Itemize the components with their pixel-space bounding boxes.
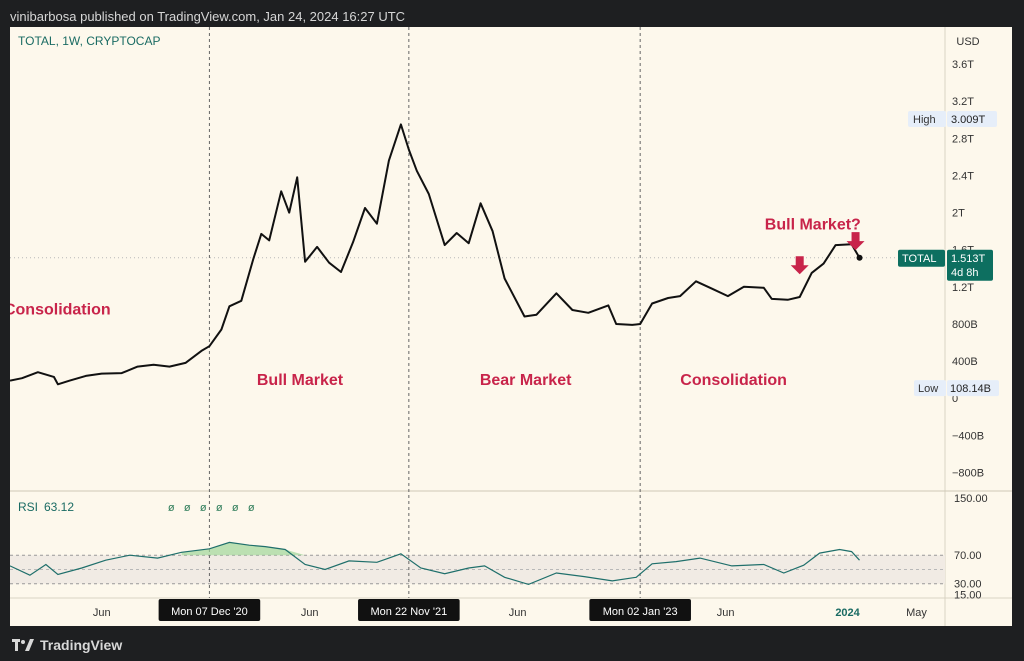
low-tag-box (914, 380, 946, 397)
time-axis: Jun Jun Jun Jun 2024 May Mon 07 Dec '20 Mon 22 … (93, 599, 927, 621)
price-axis: 3.6T3.2T2.8T2.4T2T1.6T1.2T800B400B0−400B… (952, 59, 984, 479)
time-tick-label: Jun (717, 607, 735, 619)
high-tag-label: High (913, 114, 936, 126)
rsi-value: 63.12 (44, 500, 74, 514)
rsi-signal-icon: ø (200, 502, 207, 514)
marker-date-label: Mon 02 Jan '23 (603, 606, 678, 618)
price-tick-label: −400B (952, 430, 984, 442)
last-countdown-label: 4d 8h (951, 267, 979, 279)
last-price-dot (856, 254, 863, 261)
time-tick-label: 2024 (835, 607, 860, 619)
rsi-title: RSI (18, 500, 38, 514)
arrows (790, 232, 865, 275)
rsi-tick-label: 15.00 (954, 589, 982, 601)
annotation-label: Consolidation (680, 372, 787, 389)
marker-date-box (589, 599, 691, 621)
rsi-band (10, 555, 945, 584)
marker-date-label: Mon 22 Nov '21 (370, 606, 447, 618)
time-tick-label: Jun (93, 607, 111, 619)
high-tag-box (908, 110, 946, 127)
value-labels: High 3.009T Low 108.14B TOTAL 1.513T 4d 8h (898, 110, 999, 397)
chart-structure (10, 27, 1012, 626)
price-tick-label: 3.6T (952, 59, 974, 71)
last-value-box (947, 249, 993, 281)
price-tick-label: 2.4T (952, 170, 974, 182)
rsi-signal-icon: ø (216, 502, 223, 514)
rsi-signal-icon: ø (184, 502, 191, 514)
rsi-band-layer (10, 554, 945, 585)
annotation-label: Consolidation (10, 302, 111, 319)
price-tick-label: 2T (952, 208, 965, 220)
price-tick-label: 400B (952, 356, 978, 368)
time-tick-label: Jun (301, 607, 319, 619)
annotations: Consolidation Bull Market Bear Market Conso… (10, 216, 861, 389)
symbol-label: TOTAL, 1W, CRYPTOCAP (18, 34, 160, 48)
price-tick-label: 3.2T (952, 96, 974, 108)
last-symbol-box (898, 249, 945, 267)
footer-brand[interactable]: TradingView (12, 634, 122, 656)
last-symbol-label: TOTAL (902, 253, 936, 265)
price-series (10, 123, 863, 386)
price-tick-label: 0 (952, 393, 958, 405)
published-header: vinibarbosa published on TradingView.com… (10, 9, 406, 24)
rsi-line (10, 541, 860, 586)
down-arrow-icon (846, 232, 865, 251)
high-value-label: 3.009T (951, 114, 986, 126)
price-line (10, 123, 861, 386)
price-tick-label: 2.8T (952, 133, 974, 145)
annotation-label: Bull Market? (765, 216, 861, 233)
rsi-tick-label: 70.00 (954, 550, 982, 562)
vertical-markers (208, 27, 641, 598)
rsi-signal-icon: ø (232, 502, 239, 514)
marker-date-box (358, 599, 460, 621)
time-tick-label: May (906, 607, 927, 619)
annotation-label: Bear Market (480, 372, 572, 389)
low-tag-label: Low (918, 383, 938, 395)
last-value-label: 1.513T (951, 253, 986, 265)
rsi-tick-label: 150.00 (954, 493, 988, 505)
rsi-tick-label: 30.00 (954, 579, 982, 591)
marker-date-box (158, 599, 261, 621)
rsi-signal-icon: ø (248, 502, 255, 514)
low-value-box (947, 380, 999, 397)
price-tick-label: −800B (952, 467, 984, 479)
annotation-label: Bull Market (257, 372, 344, 389)
price-tick-label: 800B (952, 319, 978, 331)
rsi-overbought-fill (181, 542, 306, 556)
marker-date-label: Mon 07 Dec '20 (171, 606, 248, 618)
currency-label[interactable]: USD (956, 36, 979, 48)
low-value-label: 108.14B (950, 383, 991, 395)
high-value-box (947, 110, 997, 127)
tradingview-logo-icon (12, 639, 34, 651)
brand-name: TradingView (40, 637, 123, 653)
down-arrow-icon (790, 256, 809, 275)
rsi-signal-icon: ø (168, 502, 175, 514)
time-tick-label: Jun (509, 607, 527, 619)
price-tick-label: 1.2T (952, 282, 974, 294)
